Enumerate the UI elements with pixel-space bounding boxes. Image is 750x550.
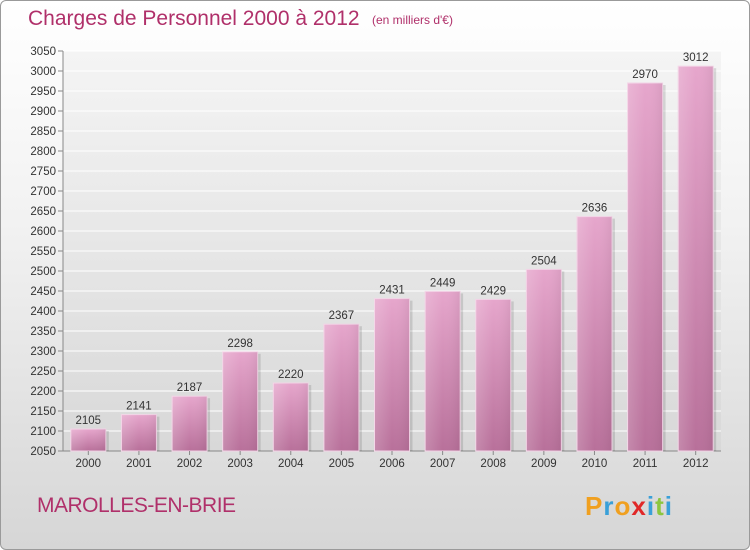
data-label: 2970 — [632, 69, 658, 81]
y-tick-label: 2450 — [30, 286, 56, 298]
data-label: 2636 — [582, 203, 608, 215]
x-tick-label: 2001 — [126, 458, 152, 470]
data-label: 3012 — [683, 52, 709, 64]
chart-title: Charges de Personnel 2000 à 2012 — [28, 7, 360, 30]
y-tick-label: 2800 — [30, 146, 56, 158]
data-label: 2449 — [430, 277, 456, 289]
y-tick-label: 2100 — [30, 426, 56, 438]
data-label: 2141 — [126, 401, 152, 413]
proxiti-logo: Proxiti — [585, 491, 673, 522]
x-tick-label: 2005 — [329, 458, 355, 470]
bar-highlight — [678, 66, 714, 451]
bar-highlight — [70, 429, 106, 451]
x-tick-label: 2003 — [227, 458, 253, 470]
x-tick-label: 2009 — [531, 458, 557, 470]
bar-highlight — [323, 324, 359, 451]
logo-letter: o — [614, 491, 632, 521]
bar-highlight — [627, 83, 663, 451]
y-tick-label: 2950 — [30, 86, 56, 98]
y-tick-label: 2250 — [30, 366, 56, 378]
data-label: 2298 — [227, 338, 253, 350]
bar-highlight — [425, 291, 461, 451]
logo-letter: t — [655, 491, 665, 521]
logo-letter: i — [646, 491, 656, 521]
data-label: 2504 — [531, 255, 557, 267]
data-label: 2187 — [177, 382, 203, 394]
bar-highlight — [576, 216, 612, 451]
y-tick-label: 2650 — [30, 206, 56, 218]
data-label: 2431 — [379, 285, 405, 297]
y-tick-label: 2700 — [30, 186, 56, 198]
y-tick-label: 2600 — [30, 226, 56, 238]
y-tick-label: 2850 — [30, 126, 56, 138]
y-tick-label: 2750 — [30, 166, 56, 178]
x-tick-label: 2010 — [582, 458, 608, 470]
y-tick-label: 2050 — [30, 446, 56, 458]
bar-highlight — [121, 414, 157, 451]
x-tick-label: 2007 — [430, 458, 456, 470]
x-tick-label: 2011 — [633, 458, 658, 470]
bar-highlight — [526, 269, 562, 451]
bar-highlight — [273, 383, 309, 451]
y-tick-label: 3050 — [30, 46, 56, 58]
x-tick-label: 2002 — [177, 458, 203, 470]
chart-subtitle: (en milliers d'€) — [372, 13, 453, 27]
y-tick-label: 2900 — [30, 106, 56, 118]
y-tick-label: 2200 — [30, 386, 56, 398]
x-tick-label: 2008 — [480, 458, 506, 470]
bar-highlight — [374, 298, 410, 451]
x-tick-label: 2004 — [278, 458, 304, 470]
y-tick-label: 2500 — [30, 266, 56, 278]
x-tick-label: 2012 — [683, 458, 709, 470]
logo-letter: P — [585, 491, 604, 521]
data-label: 2105 — [76, 415, 102, 427]
y-tick-label: 2400 — [30, 306, 56, 318]
commune-name: MAROLLES-EN-BRIE — [37, 494, 236, 517]
logo-letter: x — [631, 491, 647, 521]
y-tick-label: 3000 — [30, 66, 56, 78]
y-tick-label: 2150 — [30, 406, 56, 418]
bar-highlight — [172, 396, 208, 451]
data-label: 2367 — [329, 310, 355, 322]
logo-letter: r — [603, 491, 615, 521]
bar-highlight — [475, 299, 511, 451]
logo-letter: i — [664, 491, 673, 521]
data-label: 2220 — [278, 369, 304, 381]
bar-highlight — [222, 351, 258, 451]
y-tick-label: 2300 — [30, 346, 56, 358]
x-tick-label: 2006 — [379, 458, 405, 470]
x-tick-label: 2000 — [76, 458, 102, 470]
y-tick-label: 2350 — [30, 326, 56, 338]
data-label: 2429 — [480, 285, 506, 297]
y-tick-label: 2550 — [30, 246, 56, 258]
